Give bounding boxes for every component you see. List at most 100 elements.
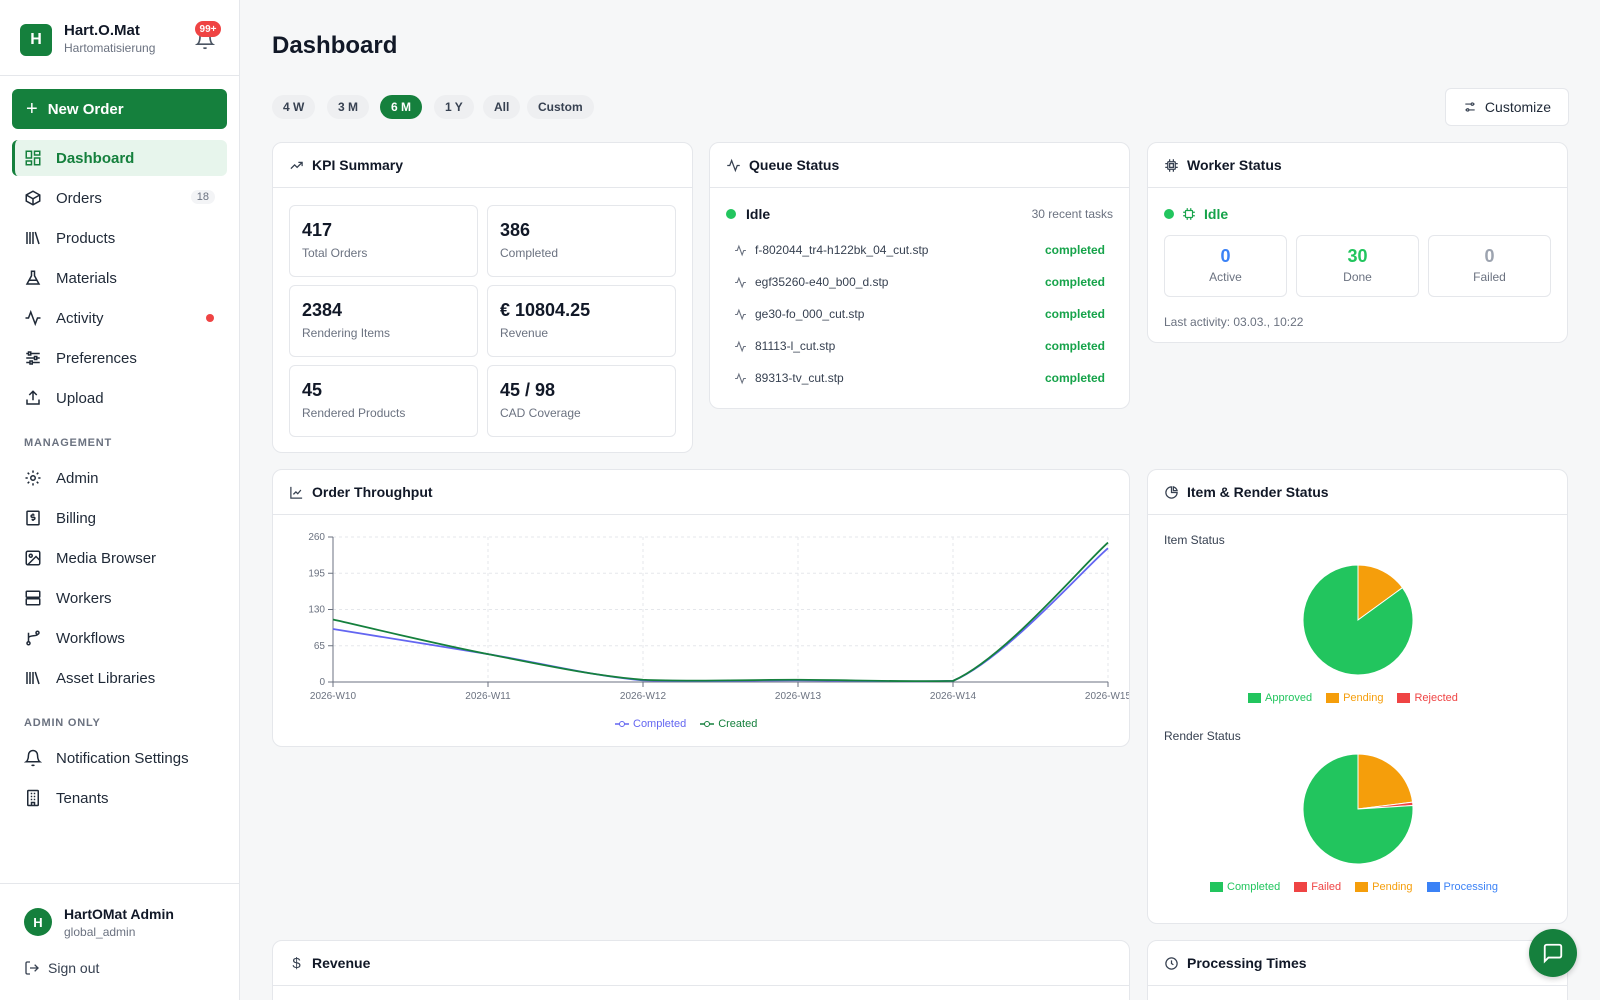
clock-icon (1165, 956, 1178, 970)
list-item[interactable]: ge30-fo_000_cut.stp completed (734, 304, 1105, 324)
pie-slice-pending[interactable] (1357, 753, 1414, 810)
card-title: Item & Render Status (1187, 484, 1329, 500)
range-1y-button[interactable]: 1 Y (434, 95, 474, 119)
revenue-card: $ Revenue (272, 940, 1130, 1000)
pie-slice-completed[interactable] (1302, 753, 1414, 865)
worker-failed-stat: 0 Failed (1428, 235, 1551, 297)
kpi-completed: 386 Completed (487, 205, 676, 277)
legend-swatch (1210, 882, 1223, 892)
sidebar: H Hart.O.Mat Hartomatisierung 99+ + New … (0, 0, 240, 1000)
kpi-label: CAD Coverage (500, 406, 581, 420)
item-render-status-card: Item & Render Status Item Status Approve… (1147, 469, 1568, 924)
image-icon (25, 550, 41, 566)
legend-item-failed[interactable]: Failed (1294, 881, 1341, 893)
kpi-revenue: € 10804.25 Revenue (487, 285, 676, 357)
settings-sliders-icon (1465, 102, 1475, 112)
kpi-label: Revenue (500, 326, 549, 340)
activity-icon (25, 309, 41, 327)
page-title: Dashboard (272, 32, 398, 59)
range-3m-button[interactable]: 3 M (327, 95, 370, 119)
sidebar-item-admin[interactable]: Admin (12, 460, 227, 496)
series-line-created[interactable] (332, 541, 1109, 683)
y-tick-label: 260 (308, 532, 325, 543)
sidebar-item-materials[interactable]: Materials (12, 260, 227, 296)
processing-times-card: Processing Times (1147, 940, 1568, 1000)
sign-out-label: Sign out (48, 960, 100, 976)
status-dot (1164, 209, 1174, 219)
queue-state: Idle (726, 206, 770, 222)
list-item[interactable]: f-802044_tr4-h122bk_04_cut.stp completed (734, 240, 1105, 260)
sidebar-item-tenants[interactable]: Tenants (12, 780, 227, 816)
avatar[interactable]: H (24, 908, 52, 936)
range-4w-button[interactable]: 4 W (272, 95, 316, 119)
sidebar-item-label: Upload (56, 389, 104, 407)
flask-icon (25, 270, 41, 285)
pie-slice-approved[interactable] (1302, 564, 1414, 676)
list-item[interactable]: 89313-tv_cut.stp completed (734, 368, 1105, 388)
brand[interactable]: H Hart.O.Mat Hartomatisierung (20, 22, 220, 56)
sidebar-item-label: Activity (56, 309, 104, 327)
library-icon (26, 231, 40, 245)
customize-button[interactable]: Customize (1445, 88, 1569, 126)
task-name: 81113-l_cut.stp (755, 339, 836, 353)
task-name: egf35260-e40_b00_d.stp (755, 275, 889, 289)
render-status-pie-chart (1302, 753, 1414, 865)
sidebar-item-workflows[interactable]: Workflows (12, 620, 227, 656)
kpi-value: 417 (302, 220, 333, 240)
chat-button[interactable] (1529, 929, 1577, 977)
sidebar-item-media-browser[interactable]: Media Browser (12, 540, 227, 576)
legend-item-created[interactable]: Created (700, 718, 757, 730)
receipt-icon (26, 510, 40, 526)
range-custom-button[interactable]: Custom (527, 95, 594, 119)
stat-value: 0 (1484, 246, 1495, 266)
legend-item-completed[interactable]: Completed (615, 718, 686, 730)
worker-state-label: Idle (1204, 206, 1229, 222)
logout-icon (25, 961, 39, 975)
sidebar-item-activity[interactable]: Activity (12, 300, 227, 336)
status-badge: completed (1044, 371, 1105, 385)
upload-icon (26, 390, 40, 405)
building-icon (27, 789, 39, 807)
sidebar-item-notification-settings[interactable]: Notification Settings (12, 740, 227, 776)
kpi-label: Rendered Products (302, 406, 406, 420)
card-title: Order Throughput (312, 484, 433, 500)
legend-item-rejected[interactable]: Rejected (1397, 692, 1458, 704)
legend-marker (615, 721, 629, 727)
legend-swatch (1294, 882, 1308, 892)
orders-count-badge: 18 (190, 190, 215, 204)
legend-label: Pending (1372, 881, 1413, 893)
pie-slice-pending[interactable] (1357, 564, 1404, 621)
sidebar-item-upload[interactable]: Upload (12, 380, 227, 416)
order-throughput-chart: 0 65 130 195 260 2026-W10 2026-W11 2026-W12 2026… (308, 532, 1129, 702)
sidebar-item-orders[interactable]: Orders 18 (12, 180, 227, 216)
sign-out-button[interactable]: Sign out (24, 960, 99, 976)
legend-item-completed[interactable]: Completed (1210, 881, 1280, 893)
kpi-rendering-items: 2384 Rendering Items (289, 285, 478, 357)
sidebar-item-label: Dashboard (56, 149, 135, 167)
new-order-label: New Order (47, 100, 124, 118)
legend-item-pending[interactable]: Pending (1326, 692, 1383, 704)
new-order-button[interactable]: + New Order (12, 89, 227, 129)
range-all-button[interactable]: All (483, 95, 521, 119)
sidebar-item-products[interactable]: Products (12, 220, 227, 256)
sidebar-item-workers[interactable]: Workers (12, 580, 227, 616)
list-item[interactable]: 81113-l_cut.stp completed (734, 336, 1105, 356)
section-title-management: MANAGEMENT (24, 437, 113, 449)
x-tick-label: 2026-W12 (620, 691, 667, 702)
brand-name: Hart.O.Mat (64, 22, 140, 39)
brand-subtitle: Hartomatisierung (64, 41, 156, 55)
range-6m-button[interactable]: 6 M (380, 95, 423, 119)
render-status-title: Render Status (1164, 729, 1241, 743)
sidebar-item-dashboard[interactable]: Dashboard (12, 140, 227, 176)
sidebar-item-billing[interactable]: Billing (12, 500, 227, 536)
legend-item-approved[interactable]: Approved (1248, 692, 1312, 704)
sidebar-item-preferences[interactable]: Preferences (12, 340, 227, 376)
sidebar-item-asset-libraries[interactable]: Asset Libraries (12, 660, 227, 696)
list-item[interactable]: egf35260-e40_b00_d.stp completed (734, 272, 1105, 292)
status-badge: completed (1044, 243, 1105, 257)
legend-item-pending[interactable]: Pending (1355, 881, 1413, 893)
series-line-completed[interactable] (332, 547, 1109, 683)
last-activity: Last activity: 03.03., 10:22 (1164, 315, 1304, 329)
legend-item-processing[interactable]: Processing (1426, 881, 1498, 893)
brand-logo: H (20, 24, 52, 56)
